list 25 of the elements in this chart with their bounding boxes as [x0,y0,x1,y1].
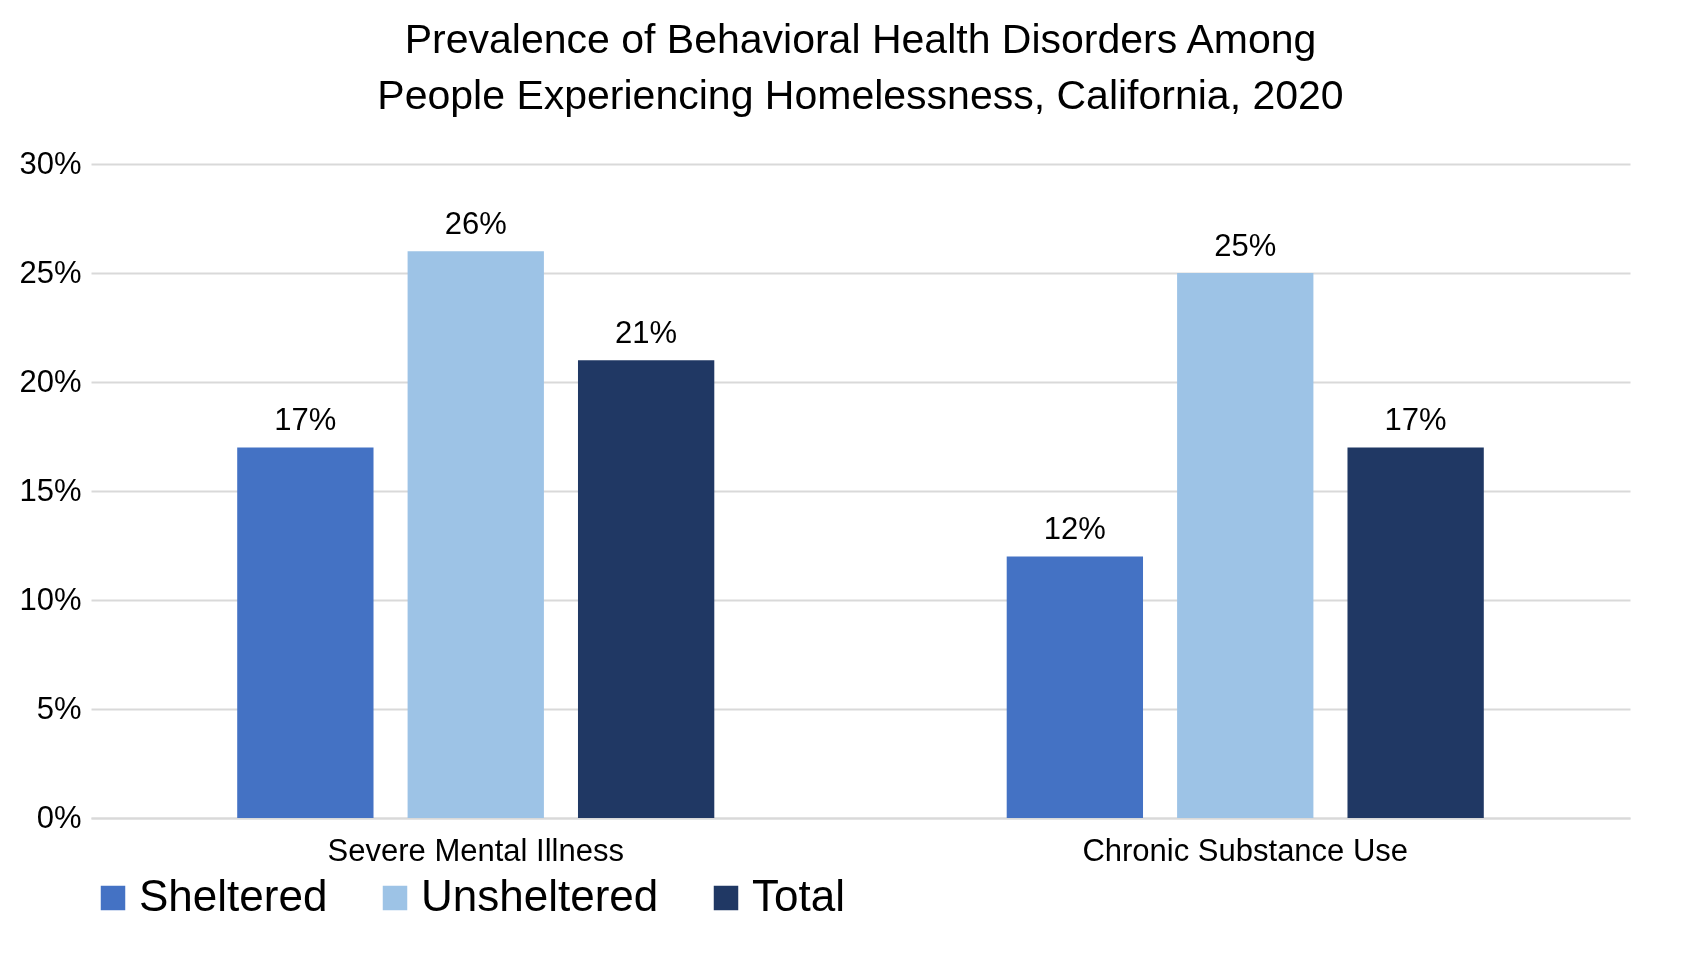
y-tick-label: 5% [36,690,82,726]
x-tick-label: Severe Mental Illness [327,832,624,868]
bar [577,360,715,818]
data-label: 17% [274,402,337,438]
x-tick-label: Chronic Substance Use [1082,832,1409,868]
bar [237,447,374,818]
bar [1006,556,1144,818]
y-tick-label: 0% [36,799,82,835]
data-label: 21% [615,315,678,351]
y-tick-label: 30% [19,145,82,181]
legend-label: Total [752,871,845,920]
legend-label: Unsheltered [421,871,659,920]
y-tick-label: 25% [19,254,82,290]
chart-title: Prevalence of Behavioral Health Disorders Among People Experiencing Homelessness, California, 2020 [377,16,1344,118]
data-label: 17% [1384,402,1447,438]
bar [1347,447,1484,818]
data-label: 25% [1214,228,1277,263]
y-tick-label: 15% [19,472,82,508]
bar [407,251,544,818]
data-label: 26% [444,206,507,242]
legend-label: Sheltered [139,871,328,920]
data-label: 12% [1043,511,1106,547]
y-tick-label: 10% [19,581,82,617]
bar [1177,273,1314,818]
y-tick-label: 20% [19,363,82,399]
